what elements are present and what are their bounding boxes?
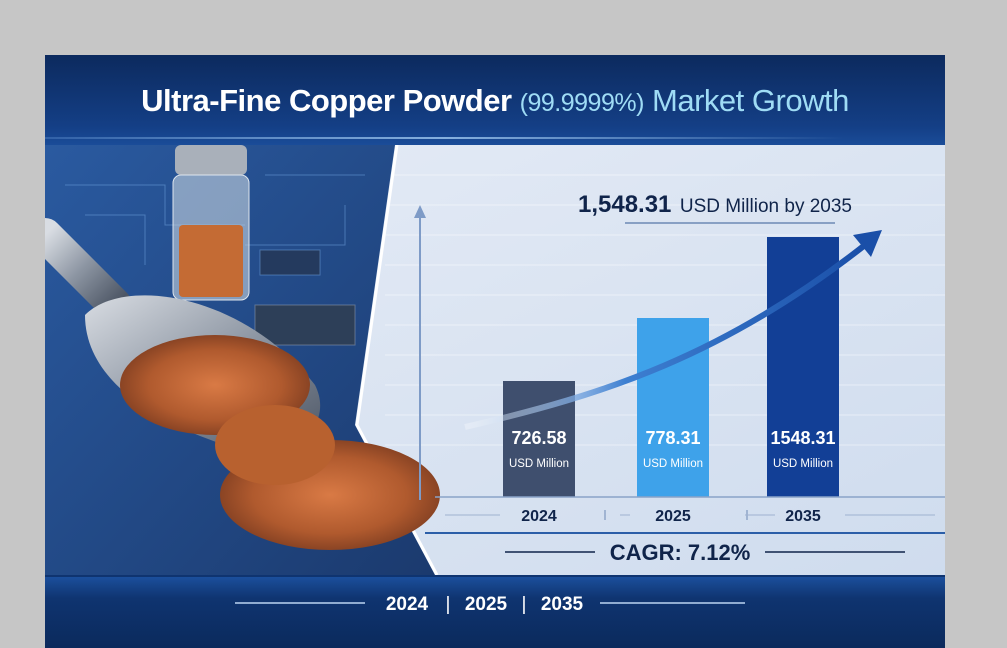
footer-year: 2024: [386, 594, 429, 615]
header-band: Ultra-Fine Copper Powder (99.9999%) Mark…: [45, 55, 945, 145]
bar-2025: 778.31 USD Million: [637, 318, 709, 497]
bar-unit-label: USD Million: [509, 458, 569, 470]
bar-unit-label: USD Million: [643, 458, 703, 470]
trend-arrow-head: [853, 230, 882, 257]
footer-year: 2035: [541, 594, 584, 615]
cagr-label: CAGR: 7.12%: [610, 540, 751, 565]
bar-2035: 1548.31 USD Million: [767, 237, 839, 497]
footer-year: 2025: [465, 594, 508, 615]
header-divider: [45, 137, 845, 139]
headline-text: USD Million by 2035: [680, 196, 852, 217]
footer-separator: |: [522, 594, 527, 615]
bar: [637, 318, 709, 497]
circuit-traces: [65, 174, 365, 346]
footer-separator: |: [446, 594, 451, 615]
bar-unit-label: USD Million: [773, 458, 833, 470]
y-axis-arrow: [414, 205, 426, 500]
bar-value-label: 778.31: [645, 428, 700, 448]
footer-band: 2024 | 2025 | 2035: [45, 577, 945, 648]
x-tick-label: 2024: [521, 508, 557, 525]
title-purity: (99.9999%): [519, 89, 645, 117]
x-tick-label: 2035: [785, 508, 821, 525]
title-main: Ultra-Fine Copper Powder: [141, 83, 512, 118]
bar-value-label: 1548.31: [770, 428, 835, 448]
bar-value-label: 726.58: [511, 428, 566, 448]
title-suffix: Market Growth: [652, 83, 849, 118]
bar: [767, 237, 839, 497]
vial-icon: [172, 145, 250, 301]
copper-powder-pile: [120, 335, 440, 550]
headline: 1,548.31 USD Million by 2035: [578, 191, 852, 218]
page-title: Ultra-Fine Copper Powder (99.9999%) Mark…: [45, 83, 945, 119]
infographic-panel: Ultra-Fine Copper Powder (99.9999%) Mark…: [45, 55, 945, 648]
headline-value: 1,548.31: [578, 191, 671, 218]
x-tick-label: 2025: [655, 508, 691, 525]
trend-arrow: [464, 242, 867, 430]
